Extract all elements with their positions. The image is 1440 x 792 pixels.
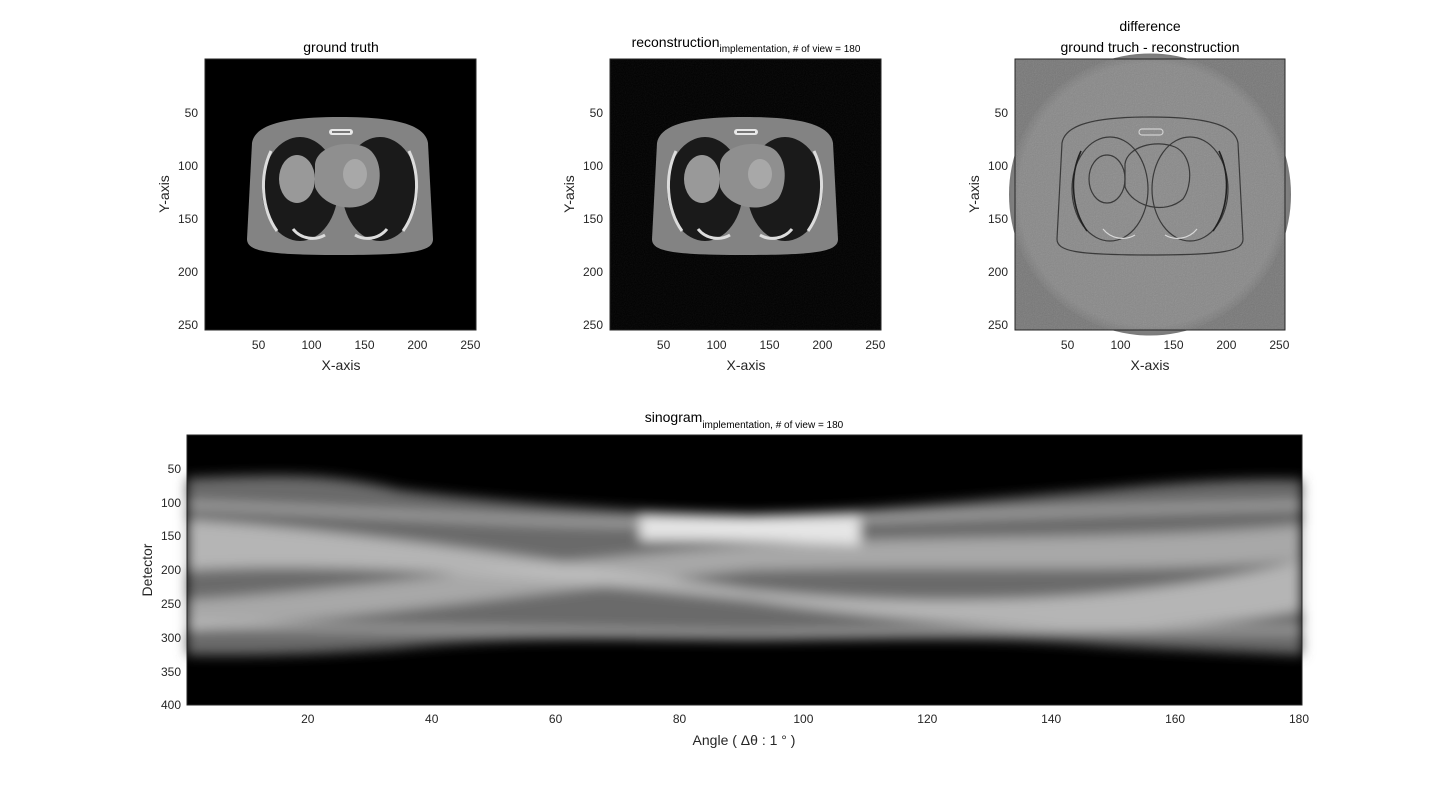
x-tick: 50 [657,338,671,352]
image-reconstruction [609,58,882,331]
y-axis-label-ground-truth: Y-axis [156,175,172,213]
title-subscript: implementation, # of view = 180 [720,44,861,55]
x-tick: 150 [354,338,374,352]
y-tick: 150 [583,212,603,226]
y-tick: 350 [161,665,181,679]
title-sinogram: sinogramimplementation, # of view = 180 [645,409,844,431]
y-ticks-difference: 50 100 150 200 250 [988,106,1008,332]
x-tick: 200 [812,338,832,352]
y-tick: 100 [161,496,181,510]
y-ticks-sinogram: 50 100 150 200 250 300 350 400 [161,462,181,712]
x-axis-label-difference: X-axis [1131,357,1170,373]
y-tick: 250 [583,318,603,332]
left-chamber [279,155,315,203]
y-tick: 250 [178,318,198,332]
y-axis-label-sinogram: Detector [139,543,155,596]
y-ticks-reconstruction: 50 100 150 200 250 [583,106,603,332]
title-difference: difference [1119,18,1180,34]
panel-difference: difference ground truch - reconstruction… [966,18,1291,373]
x-tick: 150 [759,338,779,352]
title-reconstruction: reconstructionimplementation, # of view … [632,34,861,55]
x-axis-label-reconstruction: X-axis [727,357,766,373]
image-sinogram [186,434,1303,706]
y-tick: 200 [583,265,603,279]
x-tick: 180 [1289,712,1309,726]
y-tick: 50 [168,462,182,476]
x-tick: 100 [301,338,321,352]
y-tick: 150 [178,212,198,226]
x-tick: 50 [252,338,266,352]
y-tick: 300 [161,631,181,645]
x-tick: 140 [1041,712,1061,726]
x-tick: 100 [706,338,726,352]
x-tick: 100 [793,712,813,726]
y-tick: 100 [583,159,603,173]
y-tick: 200 [178,265,198,279]
x-tick: 60 [549,712,563,726]
x-ticks-sinogram: 20 40 60 80 100 120 140 160 180 [301,712,1309,726]
x-tick: 160 [1165,712,1185,726]
panel-ground-truth: ground truth 50 [156,39,481,373]
title-main: sinogram [645,409,703,425]
x-ticks-ground-truth: 50 100 150 200 250 [252,338,481,352]
y-tick: 200 [161,563,181,577]
x-tick: 150 [1163,338,1183,352]
x-axis-label-ground-truth: X-axis [322,357,361,373]
y-tick: 200 [988,265,1008,279]
y-tick: 50 [995,106,1009,120]
x-ticks-reconstruction: 50 100 150 200 250 [657,338,886,352]
title-main: reconstruction [632,34,720,50]
x-ticks-difference: 50 100 150 200 250 [1061,338,1290,352]
x-axis-label-sinogram: Angle ( Δθ : 1 ° ) [693,732,796,748]
subtitle-difference: ground truch - reconstruction [1061,39,1240,55]
y-tick: 150 [988,212,1008,226]
y-tick: 50 [185,106,199,120]
x-tick: 250 [460,338,480,352]
y-ticks-ground-truth: 50 100 150 200 250 [178,106,198,332]
x-tick: 40 [425,712,439,726]
y-tick: 100 [988,159,1008,173]
panel-sinogram: sinogramimplementation, # of view = 180 … [139,409,1309,748]
title-ground-truth: ground truth [303,39,379,55]
x-tick: 250 [865,338,885,352]
x-tick: 100 [1110,338,1130,352]
y-tick: 250 [161,597,181,611]
y-tick: 400 [161,698,181,712]
x-tick: 120 [917,712,937,726]
image-ground-truth [204,58,477,331]
image-difference [1009,53,1291,336]
y-tick: 250 [988,318,1008,332]
y-tick: 150 [161,529,181,543]
x-tick: 200 [407,338,427,352]
title-subscript: implementation, # of view = 180 [702,420,843,431]
x-tick: 50 [1061,338,1075,352]
x-tick: 20 [301,712,315,726]
y-tick: 50 [590,106,604,120]
x-tick: 200 [1216,338,1236,352]
y-tick: 100 [178,159,198,173]
y-axis-label-reconstruction: Y-axis [561,175,577,213]
x-tick: 250 [1269,338,1289,352]
x-tick: 80 [673,712,687,726]
y-axis-label-difference: Y-axis [966,175,982,213]
panel-reconstruction: reconstructionimplementation, # of view … [561,34,886,373]
